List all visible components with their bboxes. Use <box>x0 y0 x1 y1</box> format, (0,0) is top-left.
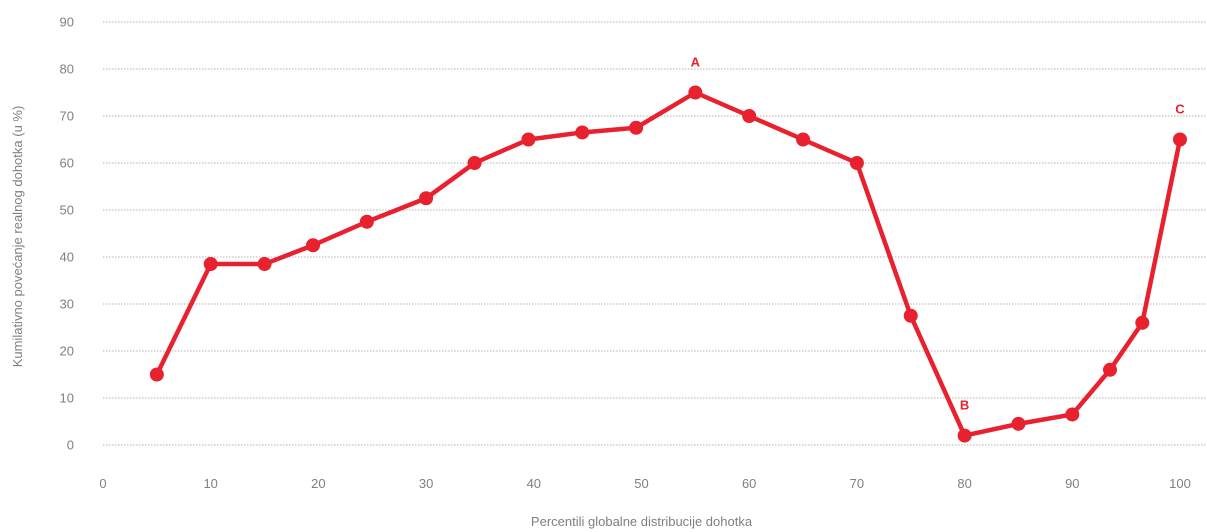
x-tick-label: 90 <box>1065 476 1079 491</box>
data-point <box>1102 362 1117 377</box>
annotation-label: A <box>691 55 701 70</box>
y-tick-label: 40 <box>60 250 74 265</box>
data-point <box>521 132 536 147</box>
x-tick-label: 40 <box>527 476 541 491</box>
data-point <box>257 257 272 272</box>
series-layer <box>149 85 1187 443</box>
x-tick-label: 10 <box>203 476 217 491</box>
data-point <box>957 428 972 443</box>
data-point <box>359 214 374 229</box>
x-tick-label: 80 <box>957 476 971 491</box>
x-tick-label: 60 <box>742 476 756 491</box>
annotation-label: B <box>960 398 969 413</box>
data-point <box>1135 315 1150 330</box>
x-axis-title: Percentili globalne distribucije dohotka <box>531 514 753 529</box>
data-point <box>1065 407 1080 422</box>
y-tick-label: 60 <box>60 156 74 171</box>
data-point <box>1011 416 1026 431</box>
data-point <box>149 367 164 382</box>
data-point <box>203 257 218 272</box>
x-tick-label: 0 <box>99 476 106 491</box>
data-point <box>742 109 757 123</box>
y-tick-label: 90 <box>60 15 74 30</box>
data-point <box>796 132 811 147</box>
x-tick-label: 70 <box>850 476 864 491</box>
y-tick-label: 30 <box>60 297 74 312</box>
x-tick-label: 100 <box>1169 476 1191 491</box>
data-point <box>575 125 590 140</box>
data-point <box>1173 132 1187 147</box>
y-tick-label: 0 <box>67 438 74 453</box>
data-point <box>419 191 434 206</box>
data-point <box>306 238 321 253</box>
data-point <box>688 85 703 100</box>
y-tick-label: 80 <box>60 62 74 77</box>
x-tick-label: 30 <box>419 476 433 491</box>
annotation-label: C <box>1175 102 1185 117</box>
annotations: A B C <box>691 55 1186 413</box>
data-point <box>849 156 864 170</box>
x-tick-label: 20 <box>311 476 325 491</box>
data-point <box>467 156 482 170</box>
data-point <box>629 120 644 135</box>
x-tick-label: 50 <box>634 476 648 491</box>
series-line <box>154 90 1183 438</box>
gridlines <box>103 21 1207 446</box>
axis-ticks: 0 10 20 30 40 50 60 70 80 90 0 10 20 30 40 50 60 70 80 90 10… <box>60 15 1191 492</box>
y-tick-label: 10 <box>60 391 74 406</box>
y-tick-label: 50 <box>60 203 74 218</box>
y-axis-title: Kumilativno povećanje realnog dohotka (u… <box>10 106 25 368</box>
data-point <box>903 308 918 323</box>
y-tick-label: 20 <box>60 344 74 359</box>
y-tick-label: 70 <box>60 109 74 124</box>
